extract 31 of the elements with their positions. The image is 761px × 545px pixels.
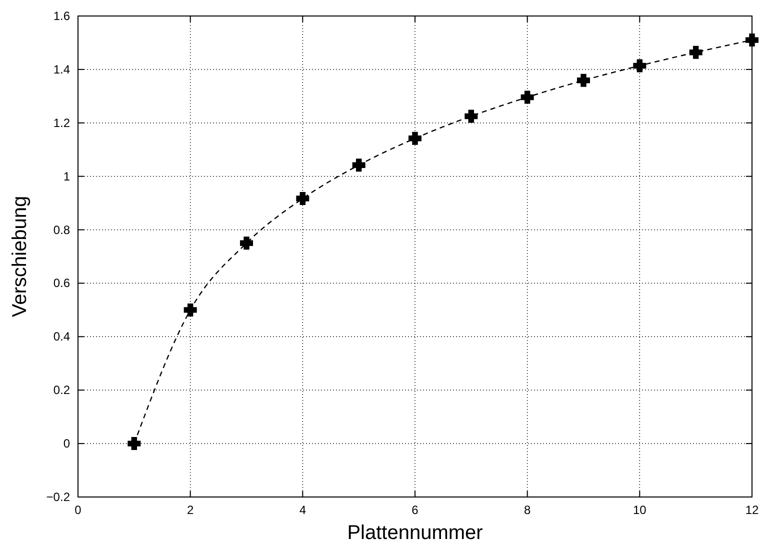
point bbox=[352, 158, 366, 172]
point bbox=[746, 34, 758, 47]
y-tick-label: 0.2 bbox=[53, 383, 70, 398]
point bbox=[464, 110, 478, 123]
point bbox=[520, 90, 534, 104]
point bbox=[240, 236, 253, 250]
point bbox=[128, 437, 141, 450]
y-tick-label: 0 bbox=[63, 436, 70, 451]
point bbox=[408, 132, 422, 145]
y-tick-label: 1 bbox=[63, 169, 70, 184]
x-tick-label: 12 bbox=[745, 503, 759, 517]
x-tick-label: 2 bbox=[186, 503, 194, 517]
point bbox=[296, 192, 310, 206]
x-tick-label: 10 bbox=[632, 503, 647, 517]
y-axis-title: Verschiebung bbox=[9, 196, 31, 318]
y-tick-label: 1.6 bbox=[53, 9, 70, 23]
x-tick-label: 4 bbox=[299, 503, 306, 517]
y-tick-label: 0.4 bbox=[53, 330, 70, 344]
x-tick-label: 8 bbox=[524, 503, 531, 517]
point bbox=[184, 303, 197, 316]
x-tick-label: 0 bbox=[74, 503, 82, 517]
y-tick-label: −0.2 bbox=[46, 490, 70, 504]
point bbox=[577, 74, 590, 87]
y-tick-label: 0.8 bbox=[53, 222, 70, 237]
x-axis-title: Plattennummer bbox=[347, 522, 484, 544]
y-tick-label: 1.2 bbox=[53, 116, 70, 130]
y-tick-label: 1.4 bbox=[53, 62, 70, 76]
x-tick-label: 6 bbox=[412, 503, 419, 517]
y-tick-label: 0.6 bbox=[53, 276, 70, 290]
point bbox=[633, 59, 646, 72]
point bbox=[689, 46, 702, 59]
